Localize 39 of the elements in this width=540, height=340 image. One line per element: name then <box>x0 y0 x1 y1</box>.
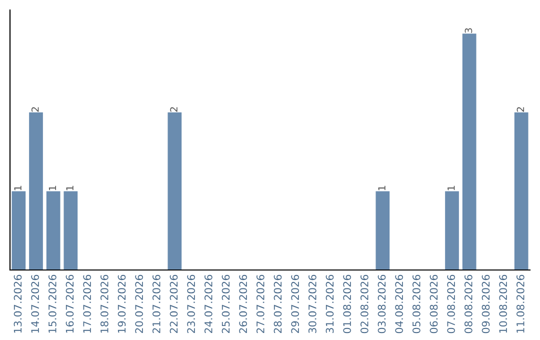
data-label: 2 <box>170 107 178 112</box>
data-label: 1 <box>66 186 74 190</box>
x-tick-label: 29.07.2026 <box>291 274 300 334</box>
x-tick-label: 06.08.2026 <box>430 274 438 334</box>
data-label: 1 <box>14 186 22 190</box>
x-tick-label: 03.08.2026 <box>378 274 386 334</box>
x-tick-label: 27.07.2026 <box>256 274 264 334</box>
data-label: 3 <box>464 28 472 33</box>
x-tick-label: 17.07.2026 <box>83 274 92 333</box>
x-tick-label: 11.08.2026 <box>516 274 524 333</box>
x-tick-label: 16.07.2026 <box>66 274 74 333</box>
data-label: 2 <box>31 107 39 112</box>
x-tick-label: 25.07.2026 <box>222 274 230 334</box>
x-tick-label: 20.07.2026 <box>135 274 144 334</box>
x-tick-label: 05.08.2026 <box>412 274 420 334</box>
x-tick-label: 15.07.2026 <box>48 274 56 333</box>
x-tick-label: 02.08.2026 <box>360 274 368 334</box>
x-tick-label: 26.07.2026 <box>239 274 248 334</box>
x-tick-label: 10.08.2026 <box>499 274 508 333</box>
x-tick-label: 23.07.2026 <box>187 274 196 334</box>
data-label: 1 <box>48 186 56 190</box>
data-label: 2 <box>516 107 524 112</box>
x-tick-label: 18.07.2026 <box>100 274 108 333</box>
data-label: 1 <box>378 186 386 190</box>
x-tick-label: 09.08.2026 <box>482 274 490 334</box>
x-tick-label: 04.08.2026 <box>395 274 404 334</box>
x-tick-label: 08.08.2026 <box>464 274 472 334</box>
x-tick-label: 31.07.2026 <box>326 274 334 334</box>
x-tick-label: 07.08.2026 <box>447 274 456 334</box>
x-tick-label: 22.07.2026 <box>170 274 178 334</box>
x-tick-label: 21.07.2026 <box>152 274 160 334</box>
x-tick-label: 30.07.2026 <box>308 274 316 334</box>
x-tick-label: 28.07.2026 <box>274 274 282 334</box>
x-tick-label: 14.07.2026 <box>31 274 40 333</box>
x-tick-label: 01.08.2026 <box>343 274 352 334</box>
data-label: 1 <box>448 186 455 190</box>
x-tick-label: 13.07.2026 <box>14 274 22 333</box>
x-tick-label: 24.07.2026 <box>204 274 212 334</box>
x-tick-label: 19.07.2026 <box>118 274 126 333</box>
